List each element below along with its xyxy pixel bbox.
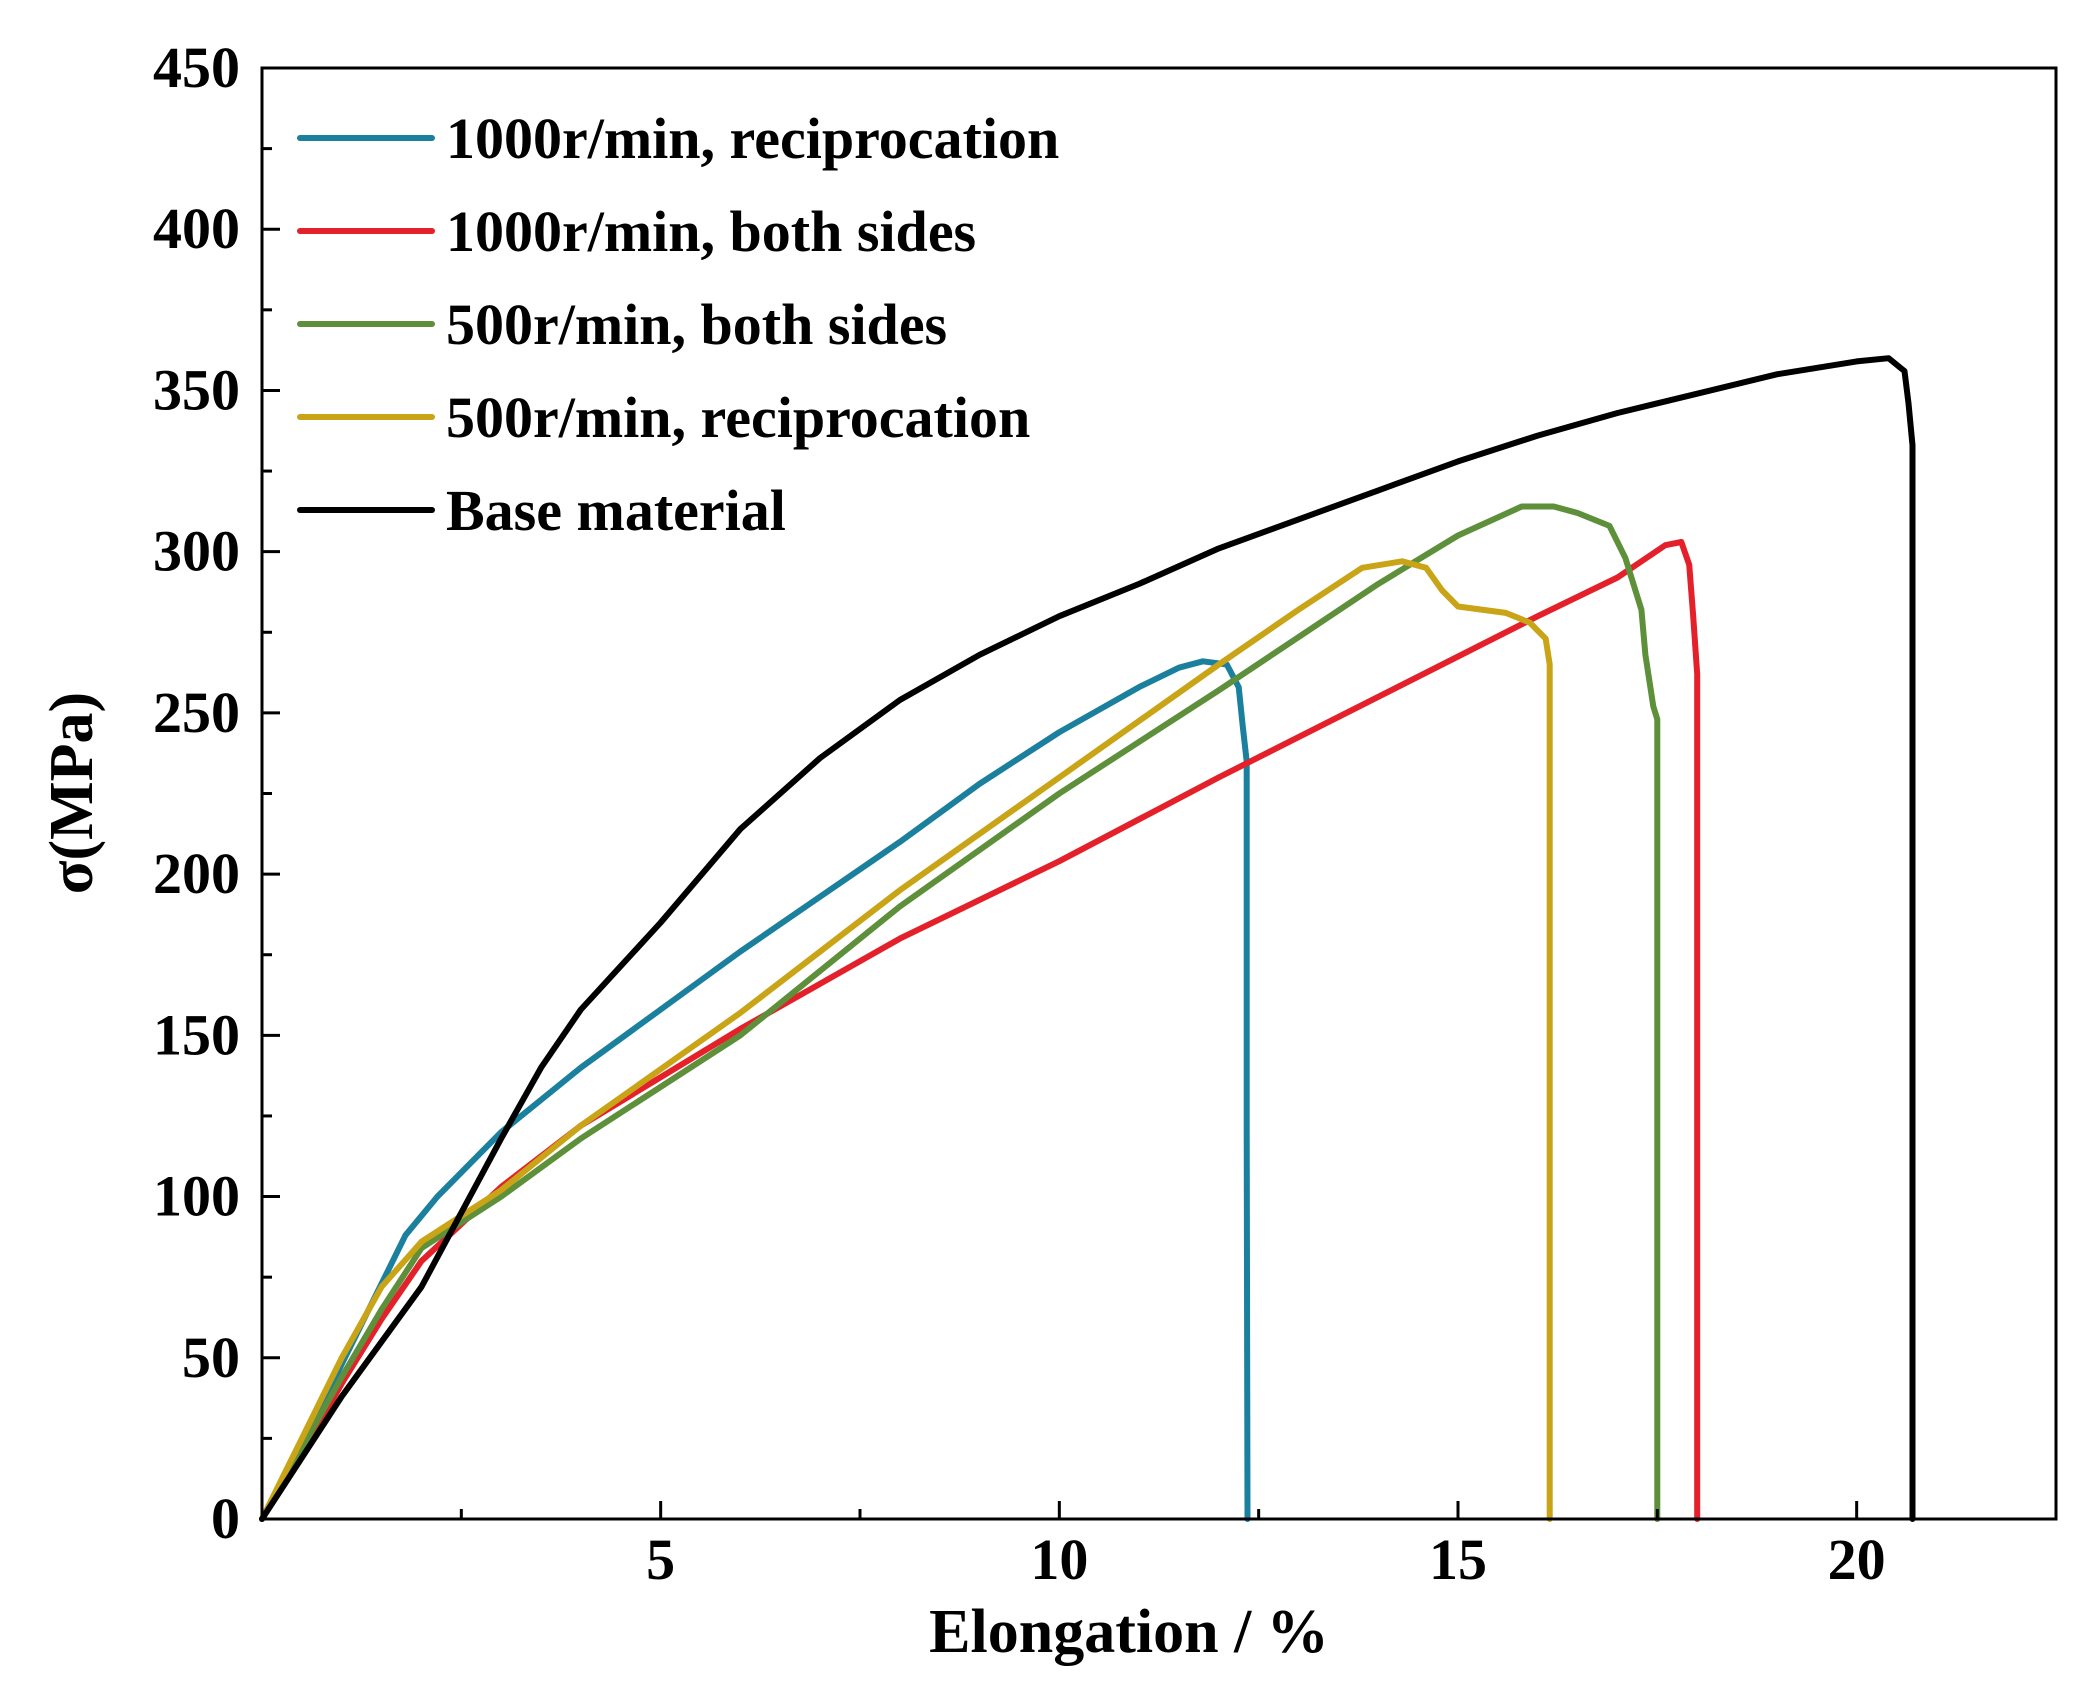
legend-label-4: Base material	[446, 478, 786, 543]
legend-label-0: 1000r/min, reciprocation	[446, 106, 1059, 171]
x-tick-label: 20	[1828, 1527, 1886, 1592]
legend-label-3: 500r/min, reciprocation	[446, 385, 1030, 450]
series-line-2	[259, 503, 1661, 1522]
x-tick-label: 5	[646, 1527, 675, 1592]
series-layer	[259, 355, 1916, 1522]
legend-label-2: 500r/min, both sides	[446, 292, 947, 357]
y-tick-label: 300	[153, 519, 240, 584]
y-tick-label: 250	[153, 680, 240, 745]
y-tick-label: 50	[182, 1325, 240, 1390]
y-tick-label: 450	[153, 35, 240, 100]
y-tick-label: 350	[153, 357, 240, 422]
y-tick-label: 400	[153, 196, 240, 261]
legend-label-1: 1000r/min, both sides	[446, 199, 976, 264]
series-line-0	[259, 658, 1251, 1522]
y-tick-label: 0	[211, 1486, 240, 1551]
y-tick-label: 100	[153, 1164, 240, 1229]
y-axis-title: σ(MPa)	[38, 692, 106, 894]
legend: 1000r/min, reciprocation 1000r/min, both …	[297, 106, 1059, 543]
y-tick-label: 150	[153, 1002, 240, 1067]
series-line-1	[259, 539, 1701, 1522]
y-tick-label: 200	[153, 841, 240, 906]
x-tick-label: 15	[1429, 1527, 1487, 1592]
x-axis-title: Elongation / %	[929, 1598, 1329, 1666]
series-line-4	[259, 355, 1916, 1522]
series-line-3	[259, 558, 1553, 1522]
x-tick-label: 10	[1030, 1527, 1088, 1592]
